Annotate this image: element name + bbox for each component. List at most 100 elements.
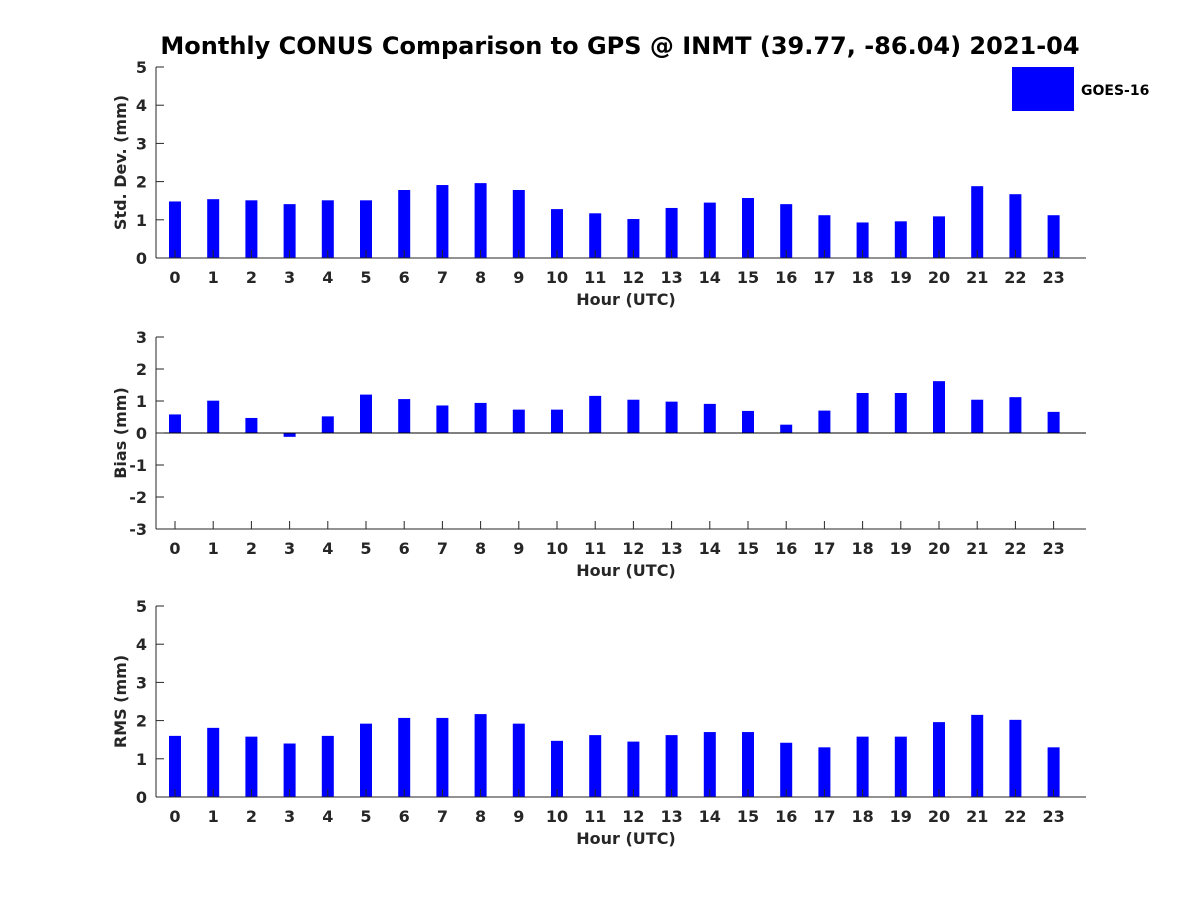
y-tick-label: -3	[129, 520, 147, 539]
x-tick-label: 7	[437, 539, 448, 558]
x-tick-label: 22	[1004, 268, 1026, 287]
bar	[589, 735, 602, 797]
y-axis-label: Bias (mm)	[111, 387, 130, 479]
bar	[474, 714, 487, 797]
x-tick-label: 1	[208, 268, 219, 287]
bar	[207, 400, 220, 433]
bar	[321, 735, 334, 797]
y-tick-label: 3	[136, 673, 147, 692]
bar	[627, 741, 640, 797]
bar	[1047, 215, 1060, 258]
bar	[283, 204, 296, 258]
legend-swatch	[1012, 67, 1074, 111]
x-tick-label: 6	[399, 268, 410, 287]
bar	[551, 409, 563, 433]
x-tick-label: 23	[1042, 268, 1064, 287]
bar	[512, 723, 525, 797]
bar	[360, 200, 372, 258]
x-tick-label: 6	[399, 539, 410, 558]
x-tick-label: 18	[851, 268, 873, 287]
x-tick-label: 0	[169, 539, 180, 558]
y-tick-label: 3	[136, 328, 147, 347]
y-tick-label: 0	[136, 249, 147, 268]
x-tick-label: 8	[475, 807, 486, 826]
x-tick-label: 20	[928, 268, 950, 287]
x-tick-label: 12	[622, 539, 644, 558]
x-tick-label: 0	[169, 807, 180, 826]
x-tick-label: 22	[1004, 539, 1026, 558]
x-tick-label: 15	[737, 268, 759, 287]
legend: GOES-16	[1012, 67, 1149, 111]
x-tick-label: 8	[475, 268, 486, 287]
bar	[856, 222, 869, 258]
x-tick-label: 4	[322, 539, 333, 558]
y-tick-label: 5	[136, 597, 147, 616]
x-tick-label: 14	[699, 268, 721, 287]
x-tick-label: 13	[660, 807, 682, 826]
x-tick-label: 20	[928, 807, 950, 826]
x-axis-label: Hour (UTC)	[576, 561, 676, 580]
bar	[551, 740, 563, 797]
x-tick-label: 6	[399, 807, 410, 826]
bar	[283, 433, 296, 437]
x-tick-label: 2	[246, 268, 257, 287]
bar	[780, 424, 793, 433]
x-tick-label: 21	[966, 268, 988, 287]
x-tick-label: 5	[360, 539, 371, 558]
x-tick-label: 23	[1042, 807, 1064, 826]
bar	[321, 200, 334, 258]
bar	[1009, 194, 1022, 258]
bar	[512, 190, 525, 258]
bar	[703, 403, 716, 433]
x-tick-label: 2	[246, 539, 257, 558]
bar	[207, 199, 220, 258]
x-axis-label: Hour (UTC)	[576, 290, 676, 309]
bar	[1047, 411, 1060, 433]
x-tick-label: 4	[322, 268, 333, 287]
bar	[780, 204, 793, 258]
x-tick-label: 3	[284, 807, 295, 826]
x-tick-label: 22	[1004, 807, 1026, 826]
bar	[512, 409, 525, 433]
bar	[818, 410, 831, 433]
x-tick-label: 10	[546, 539, 568, 558]
bar	[589, 213, 602, 258]
bar	[245, 736, 258, 797]
bar	[742, 732, 754, 797]
bar	[856, 393, 869, 433]
bar	[971, 399, 984, 433]
y-tick-label: 2	[136, 360, 147, 379]
bar	[245, 417, 258, 433]
y-tick-label: 2	[136, 712, 147, 731]
bar	[665, 207, 678, 258]
bar	[436, 405, 449, 433]
bar	[474, 402, 487, 433]
x-tick-label: 21	[966, 807, 988, 826]
x-tick-label: 1	[208, 539, 219, 558]
x-tick-label: 12	[622, 268, 644, 287]
bar	[742, 410, 754, 433]
x-tick-label: 21	[966, 539, 988, 558]
bar	[933, 381, 945, 433]
bar	[245, 200, 258, 258]
x-tick-label: 1	[208, 807, 219, 826]
bar	[589, 395, 602, 433]
bar	[321, 416, 334, 433]
bar	[818, 215, 831, 258]
x-tick-label: 5	[360, 807, 371, 826]
bar	[665, 735, 678, 797]
bar	[894, 221, 907, 258]
x-tick-label: 15	[737, 807, 759, 826]
y-axis-label: RMS (mm)	[111, 655, 130, 748]
x-tick-label: 19	[890, 539, 912, 558]
y-tick-label: 1	[136, 750, 147, 769]
x-tick-label: 14	[699, 807, 721, 826]
bar	[665, 401, 678, 433]
bar	[436, 717, 449, 797]
y-tick-label: -2	[129, 488, 147, 507]
x-tick-label: 0	[169, 268, 180, 287]
x-tick-label: 9	[513, 807, 524, 826]
x-tick-label: 10	[546, 268, 568, 287]
